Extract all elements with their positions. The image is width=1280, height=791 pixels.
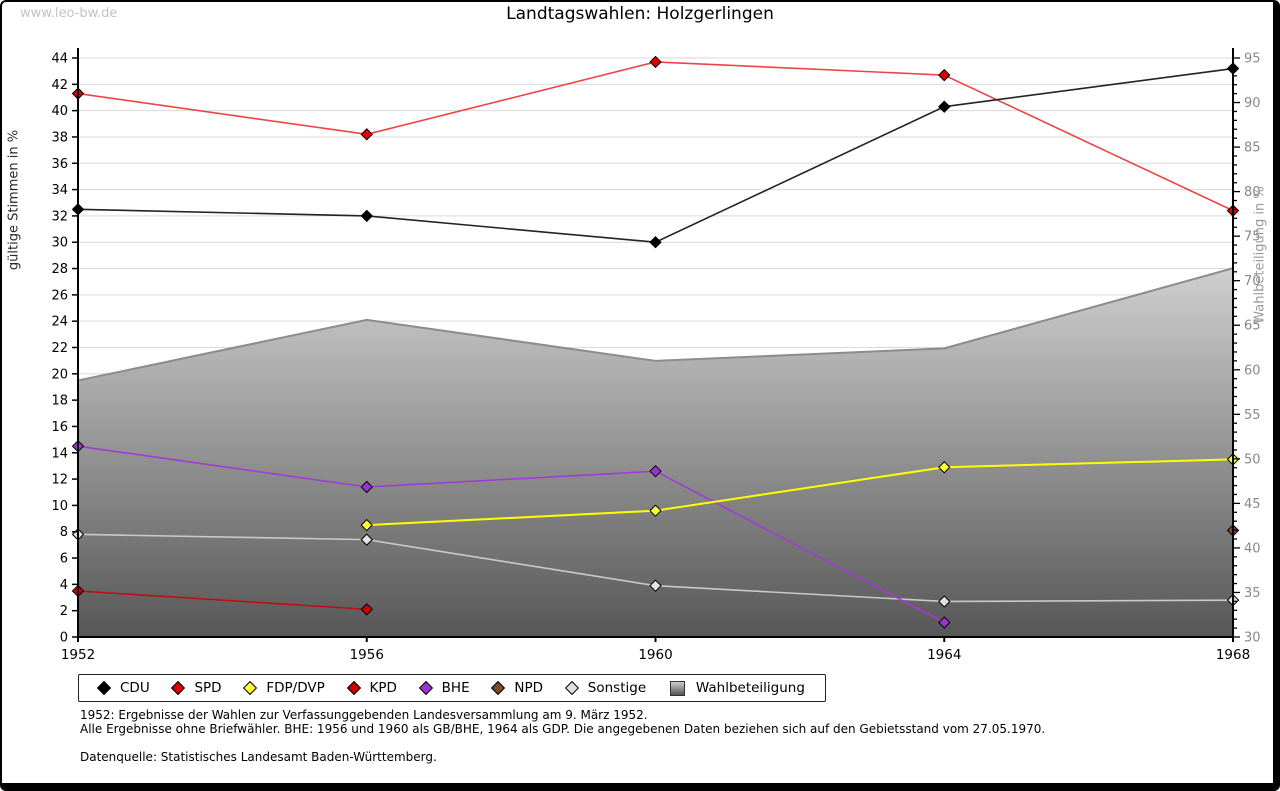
svg-text:1968: 1968: [1216, 647, 1250, 663]
legend: CDU SPD FDP/DVP KPD BHE NPD Sonstige Wahlbeteil…: [78, 674, 826, 702]
svg-text:28: 28: [51, 262, 68, 277]
svg-text:1960: 1960: [638, 647, 672, 663]
legend-label: BHE: [441, 680, 470, 696]
svg-text:90: 90: [1244, 96, 1261, 111]
legend-diamond-marker-icon: [96, 680, 112, 696]
legend-label: Sonstige: [587, 680, 647, 696]
svg-text:42: 42: [51, 78, 68, 93]
legend-item-wahlbeteiligung: Wahlbeteiligung: [669, 680, 805, 696]
svg-text:2: 2: [60, 604, 68, 619]
svg-text:1956: 1956: [350, 647, 384, 663]
svg-text:26: 26: [51, 288, 68, 303]
legend-item-sonstige: Sonstige: [564, 680, 647, 696]
legend-label: SPD: [194, 680, 222, 696]
svg-text:36: 36: [51, 157, 68, 172]
svg-text:30: 30: [51, 236, 68, 251]
legend-diamond-marker-icon: [418, 680, 433, 696]
svg-text:6: 6: [60, 552, 68, 567]
svg-text:65: 65: [1244, 319, 1261, 334]
watermark: www.leo-bw.de: [20, 6, 118, 21]
chart-title: Landtagswahlen: Holzgerlingen: [506, 4, 774, 24]
svg-text:24: 24: [51, 315, 68, 330]
svg-text:1952: 1952: [61, 647, 95, 663]
svg-text:1964: 1964: [927, 647, 961, 663]
svg-text:95: 95: [1244, 52, 1261, 67]
svg-text:16: 16: [51, 420, 68, 435]
series-kpd-line: [77, 590, 367, 611]
legend-label: KPD: [369, 680, 397, 696]
legend-label: CDU: [120, 680, 150, 696]
svg-text:40: 40: [1244, 541, 1261, 556]
svg-text:44: 44: [51, 52, 68, 67]
legend-item-kpd: KPD: [346, 680, 397, 696]
svg-text:4: 4: [60, 578, 68, 593]
legend-diamond-marker-icon: [346, 680, 361, 696]
svg-text:8: 8: [60, 525, 68, 540]
footnote-line-1: 1952: Ergebnisse der Wahlen zur Verfassu…: [80, 708, 648, 722]
legend-item-npd: NPD: [491, 680, 544, 696]
right-axis-label: Wahlbeteiligung in %: [1252, 186, 1268, 324]
legend-diamond-marker-icon: [171, 680, 186, 696]
svg-text:18: 18: [51, 394, 68, 409]
svg-text:80: 80: [1244, 185, 1261, 200]
svg-text:60: 60: [1244, 363, 1261, 378]
svg-text:70: 70: [1244, 274, 1261, 289]
series-fdp-dvp-line: [366, 458, 1234, 527]
svg-text:12: 12: [51, 473, 68, 488]
svg-text:85: 85: [1244, 141, 1261, 156]
legend-item-bhe: BHE: [418, 680, 470, 696]
legend-diamond-marker-icon: [243, 680, 258, 696]
legend-item-cdu: CDU: [96, 680, 150, 696]
svg-text:45: 45: [1244, 497, 1261, 512]
series-spd-markers: [71, 55, 1240, 217]
svg-text:30: 30: [1244, 631, 1261, 646]
svg-text:22: 22: [51, 341, 68, 356]
svg-text:35: 35: [1244, 586, 1261, 601]
svg-text:38: 38: [51, 130, 68, 145]
axes: 0246810121416182022242628303234363840424…: [51, 48, 1261, 663]
legend-item-spd: SPD: [171, 680, 222, 696]
svg-text:14: 14: [51, 446, 68, 461]
legend-item-fdp-dvp: FDP/DVP: [243, 680, 325, 696]
svg-text:34: 34: [51, 183, 68, 198]
legend-label: Wahlbeteiligung: [695, 680, 805, 696]
series-kpd-markers: [71, 584, 373, 616]
legend-diamond-marker-icon: [491, 680, 506, 696]
footnote-source: Datenquelle: Statistisches Landesamt Bad…: [80, 750, 437, 764]
legend-label: FDP/DVP: [266, 680, 325, 696]
svg-text:55: 55: [1244, 408, 1261, 423]
svg-text:75: 75: [1244, 230, 1261, 245]
legend-diamond-marker-icon: [564, 680, 579, 696]
svg-text:10: 10: [51, 499, 68, 514]
left-axis-label: gültige Stimmen in %: [6, 129, 22, 271]
series-bhe-line: [77, 445, 945, 624]
footnote-line-2: Alle Ergebnisse ohne Briefwähler. BHE: 1…: [80, 721, 1046, 736]
svg-text:32: 32: [51, 209, 68, 224]
svg-text:0: 0: [60, 631, 68, 646]
legend-label: NPD: [514, 680, 544, 696]
svg-text:50: 50: [1244, 452, 1261, 467]
legend-area-swatch-icon: [669, 680, 685, 696]
svg-text:20: 20: [51, 367, 68, 382]
footnotes: 1952: Ergebnisse der Wahlen zur Verfassu…: [80, 708, 1046, 765]
svg-text:40: 40: [51, 104, 68, 119]
